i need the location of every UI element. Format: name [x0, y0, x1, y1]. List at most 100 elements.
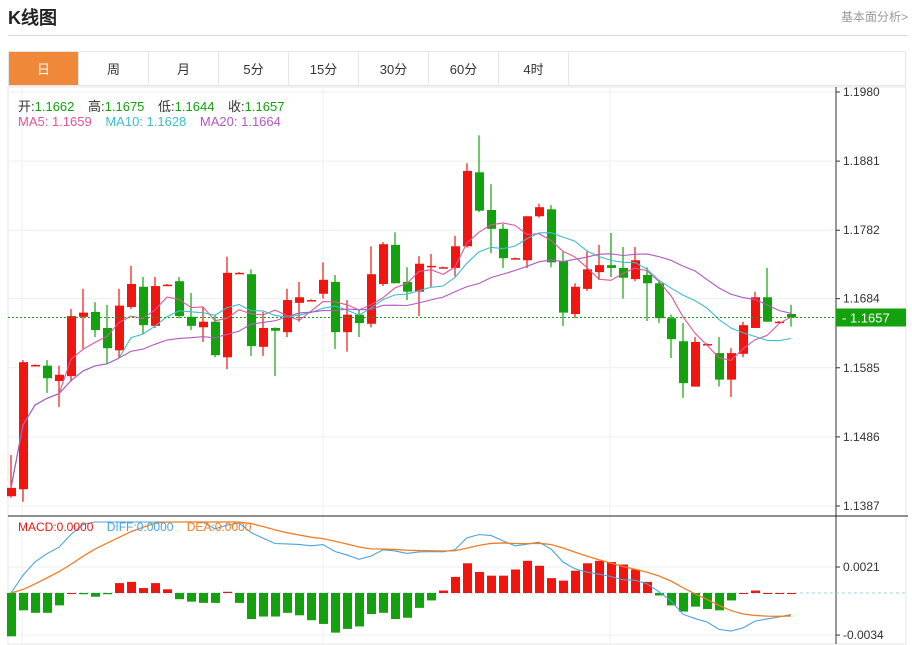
macd-bar [259, 593, 268, 617]
macd-bar [247, 593, 256, 619]
macd-bar [715, 593, 724, 611]
candle-body [571, 286, 580, 315]
tab-30min[interactable]: 30分 [359, 52, 429, 85]
candle-body [127, 283, 136, 308]
macd-bar [283, 593, 292, 613]
candle-body [391, 244, 400, 284]
candle-body [463, 170, 472, 247]
macd-bar [163, 589, 172, 593]
high-value: 1.1675 [104, 99, 145, 114]
macd-bar [451, 576, 460, 593]
price-tick-label: 1.1782 [843, 223, 880, 237]
candle-body [319, 279, 328, 294]
macd-bar [475, 571, 484, 593]
macd-bar [151, 583, 160, 593]
macd-bar [643, 581, 652, 593]
tab-day[interactable]: 日 [9, 52, 79, 85]
close-value: 1.1657 [244, 99, 285, 114]
macd-bar [43, 593, 52, 613]
candle-body [427, 265, 436, 268]
candle-body [355, 314, 364, 324]
tab-month[interactable]: 月 [149, 52, 219, 85]
candle-body [43, 365, 52, 379]
candle-body [475, 172, 484, 211]
candle-body [31, 364, 40, 367]
candle-body [715, 353, 724, 380]
macd-bar [487, 575, 496, 593]
ma10-value: MA10: 1.1628 [105, 114, 187, 129]
candle-body [631, 260, 640, 280]
tab-60min[interactable]: 60分 [429, 52, 499, 85]
macd-bar [271, 593, 280, 617]
ma20-line [10, 253, 792, 488]
tab-week[interactable]: 周 [79, 52, 149, 85]
dea-value: DEA:0.0000 [186, 520, 252, 534]
macd-bar [583, 563, 592, 593]
macd-bar [295, 593, 304, 616]
macd-bar [55, 593, 64, 606]
macd-bar [787, 593, 796, 594]
macd-bar [595, 560, 604, 593]
candle-body [679, 341, 688, 384]
macd-bar [319, 593, 328, 624]
macd-bar [139, 588, 148, 593]
macd-bar [535, 565, 544, 593]
low-label: 低: [158, 99, 175, 114]
candle-body [139, 286, 148, 326]
macd-bar [115, 583, 124, 593]
candle-body [271, 327, 280, 331]
candle-body [223, 272, 232, 358]
divider [8, 35, 908, 36]
candle-body [763, 297, 772, 322]
candle-body [595, 265, 604, 273]
candle-body [367, 274, 376, 324]
candle-body [607, 265, 616, 268]
macd-bar [739, 593, 748, 594]
ma10-line [10, 232, 792, 488]
dea-line [10, 521, 792, 617]
candle-body [703, 344, 712, 346]
candle-body [151, 286, 160, 326]
price-tick-label: 1.1980 [843, 85, 880, 99]
macd-bar [67, 593, 76, 594]
candle-body [199, 321, 208, 328]
ma-readout: MA5: 1.1659 MA10: 1.1628 MA20: 1.1664 [18, 114, 281, 129]
macd-bar [667, 593, 676, 606]
candle-body [115, 305, 124, 351]
open-label: 开: [18, 99, 35, 114]
candle-body [103, 327, 112, 349]
ohlc-readout: 开:1.1662 高:1.1675 低:1.1644 收:1.1657 [18, 96, 284, 115]
diff-value: DIFF:0.0000 [106, 520, 174, 534]
fundamental-analysis-link[interactable]: 基本面分析> [840, 10, 908, 24]
current-price-tag [836, 308, 906, 327]
candle-body [751, 297, 760, 328]
price-tick-label: 1.1585 [843, 361, 880, 375]
candle-body [559, 260, 568, 313]
candle-body [535, 207, 544, 217]
macd-tick-label: 0.0021 [843, 560, 880, 574]
macd-bar [379, 593, 388, 613]
tab-5min[interactable]: 5分 [219, 52, 289, 85]
tab-15min[interactable]: 15分 [289, 52, 359, 85]
candle-body [331, 281, 340, 333]
macd-bar [439, 590, 448, 593]
ma5-value: MA5: 1.1659 [18, 114, 92, 129]
macd-bar [91, 593, 100, 597]
macd-bar [31, 593, 40, 613]
current-price-label: - 1.1657 [842, 311, 890, 326]
macd-bar [727, 593, 736, 601]
macd-bar [199, 593, 208, 603]
close-label: 收: [228, 99, 245, 114]
macd-bar [427, 593, 436, 601]
candle-body [403, 281, 412, 292]
macd-bar [19, 593, 28, 611]
candle-body [499, 228, 508, 259]
macd-bar [367, 593, 376, 615]
price-tick-label: 1.1684 [843, 292, 880, 306]
candle-body [67, 316, 76, 377]
candle-body [235, 272, 244, 275]
open-value: 1.1662 [34, 99, 75, 114]
candle-body [79, 312, 88, 317]
tab-4hour[interactable]: 4时 [499, 52, 569, 85]
